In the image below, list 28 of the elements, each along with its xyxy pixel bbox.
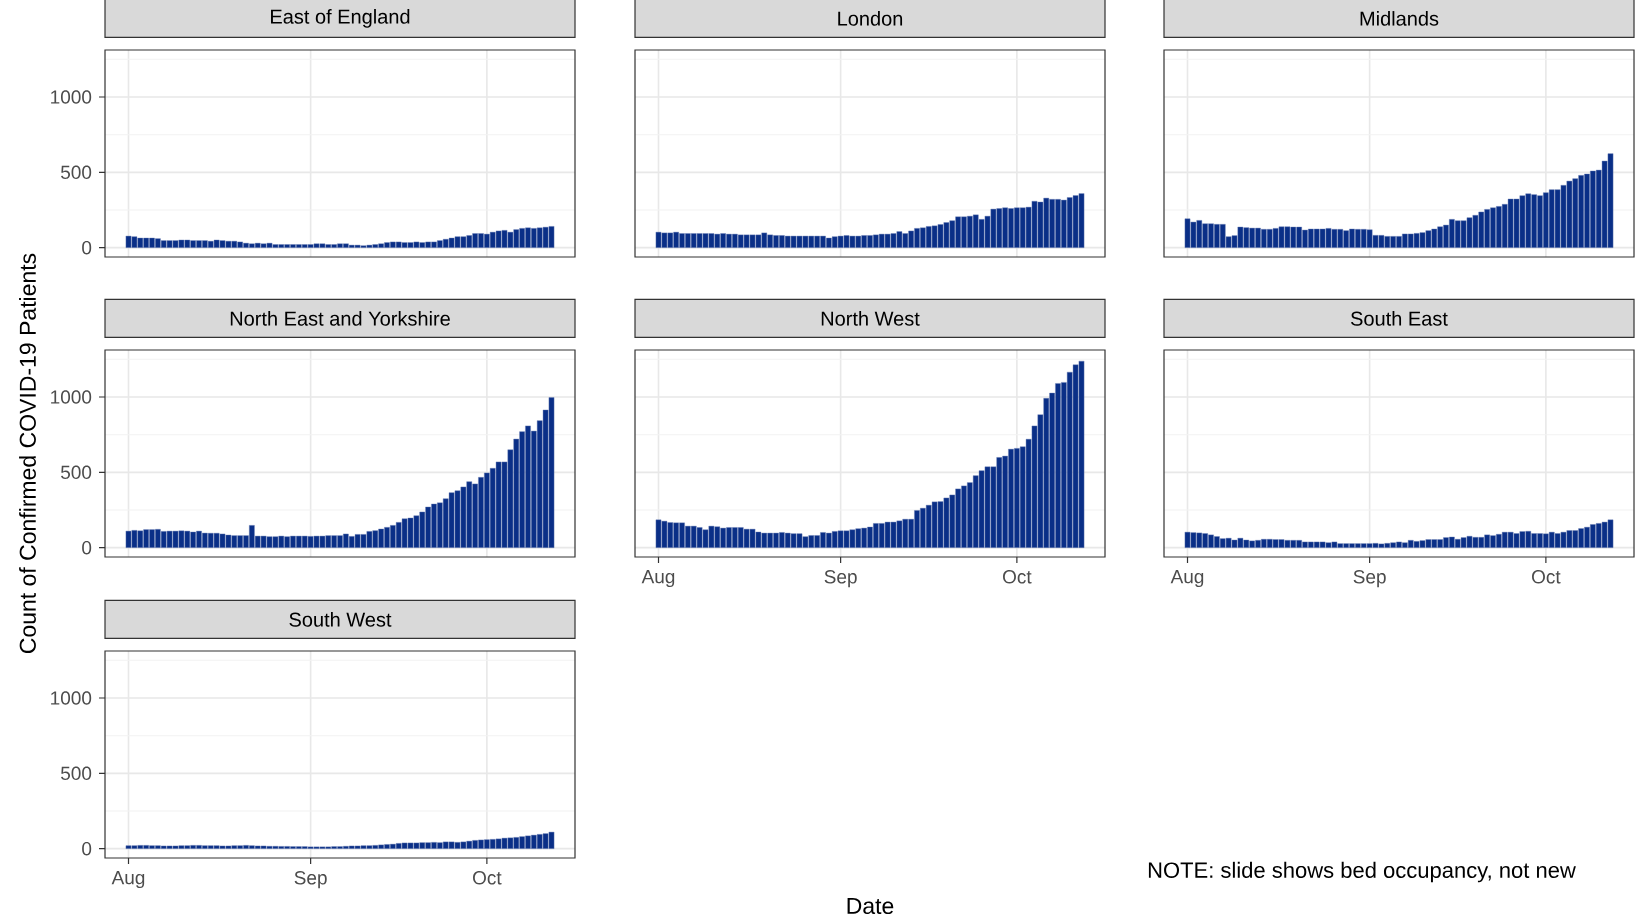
y-tick-label: 0 <box>82 841 92 856</box>
y-tick-label: 500 <box>60 465 92 480</box>
chart-title: London <box>838 11 903 26</box>
x-tick-label: Sep <box>294 871 327 889</box>
chart-title: South West <box>289 612 392 627</box>
chart-title: North West <box>821 311 920 326</box>
x-axis-title: Date <box>847 897 894 915</box>
x-tick-label: Aug <box>1170 570 1204 588</box>
chart-title: Midlands <box>1360 11 1439 26</box>
y-tick-label: 1000 <box>51 691 92 705</box>
x-tick-label: Oct <box>473 871 502 885</box>
y-tick-label: 0 <box>82 240 92 255</box>
chart-title: North East and Yorkshire <box>230 311 450 326</box>
chart-title: East of England <box>271 9 410 28</box>
x-tick-label: Sep <box>824 570 857 588</box>
x-tick-label: Oct <box>1003 570 1032 584</box>
x-tick-label: Aug <box>641 570 675 588</box>
y-tick-label: 500 <box>60 766 92 781</box>
x-tick-label: Sep <box>1353 570 1386 588</box>
text: NOTE: slide shows bed occupancy, not new <box>1148 861 1576 883</box>
y-tick-label: 500 <box>60 165 92 180</box>
y-tick-label: 0 <box>82 540 92 555</box>
y-tick-label: 1000 <box>51 390 92 404</box>
y-axis-title: Count of Confirmed COVID-19 Patients <box>19 253 36 654</box>
x-tick-label: Aug <box>111 871 145 889</box>
x-tick-label: Oct <box>1532 570 1561 584</box>
y-tick-label: 1000 <box>51 90 92 104</box>
chart-title: South East <box>1350 311 1448 326</box>
